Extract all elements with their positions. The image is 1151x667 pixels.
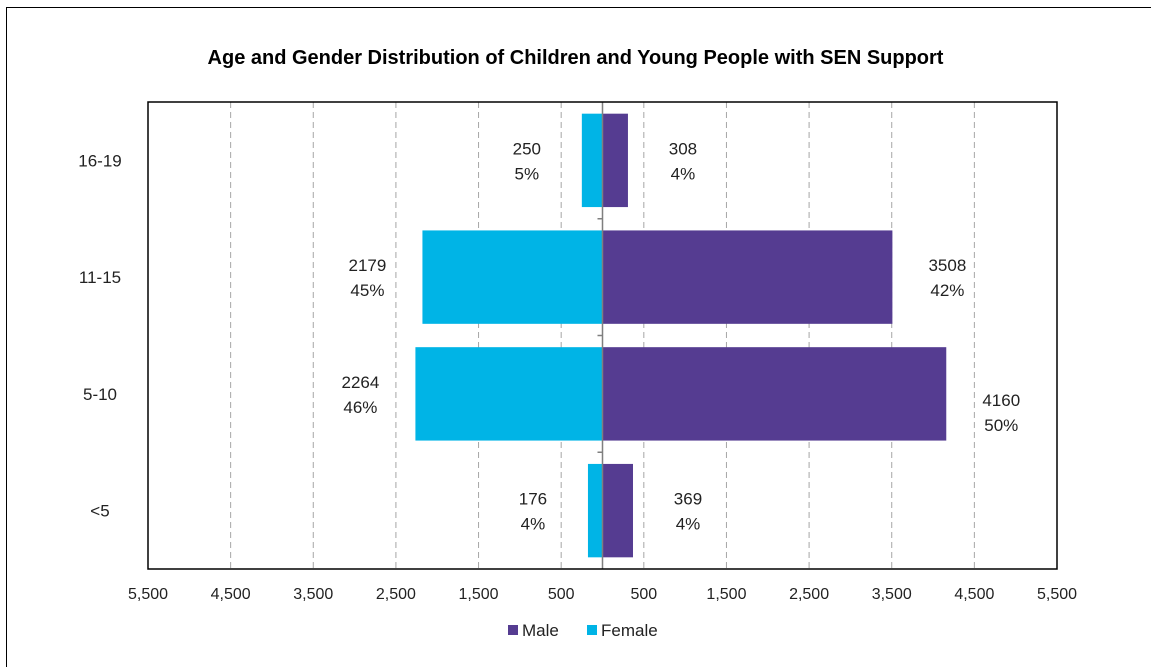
female-value-label: 250 (513, 139, 541, 158)
female-value-label: 176 (519, 490, 547, 509)
x-tick-label: 5,500 (128, 586, 168, 603)
male-bar (602, 113, 628, 208)
female-percent-label: 46% (343, 398, 377, 417)
x-tick-label: 500 (548, 586, 575, 603)
category-label: <5 (90, 502, 109, 521)
x-tick-label: 5,500 (1037, 586, 1077, 603)
legend-swatch-female (587, 625, 597, 635)
male-value-label: 308 (669, 139, 697, 158)
female-percent-label: 45% (350, 281, 384, 300)
x-tick-label: 500 (630, 586, 657, 603)
category-label: 16-19 (78, 151, 121, 170)
male-bar (602, 463, 633, 558)
male-percent-label: 42% (930, 281, 964, 300)
legend-label-female: Female (601, 621, 658, 640)
legend-swatch-male (508, 625, 518, 635)
female-bar (581, 113, 603, 208)
x-tick-label: 1,500 (459, 586, 499, 603)
female-bar (587, 463, 603, 558)
female-bar (415, 347, 603, 441)
male-bar (602, 347, 947, 441)
chart-title: Age and Gender Distribution of Children … (207, 47, 944, 69)
male-value-label: 3508 (928, 256, 966, 275)
x-tick-label: 4,500 (954, 586, 994, 603)
female-percent-label: 5% (515, 164, 540, 183)
male-bar (602, 230, 893, 324)
female-value-label: 2179 (349, 256, 387, 275)
x-tick-label: 4,500 (211, 586, 251, 603)
legend-label-male: Male (522, 621, 559, 640)
x-tick-label: 3,500 (872, 586, 912, 603)
category-label: 5-10 (83, 385, 117, 404)
x-tick-label: 2,500 (789, 586, 829, 603)
plot-border (147, 101, 1058, 570)
male-value-label: 369 (674, 490, 702, 509)
category-label: 11-15 (79, 268, 121, 287)
female-value-label: 2264 (341, 373, 379, 392)
male-percent-label: 50% (984, 416, 1018, 435)
male-value-label: 4160 (982, 391, 1020, 410)
female-bar (422, 230, 603, 324)
x-tick-label: 3,500 (293, 586, 333, 603)
chart-frame (6, 7, 1151, 667)
male-percent-label: 4% (676, 515, 701, 534)
x-tick-label: 1,500 (706, 586, 746, 603)
x-tick-label: 2,500 (376, 586, 416, 603)
female-percent-label: 4% (521, 515, 546, 534)
male-percent-label: 4% (671, 164, 696, 183)
